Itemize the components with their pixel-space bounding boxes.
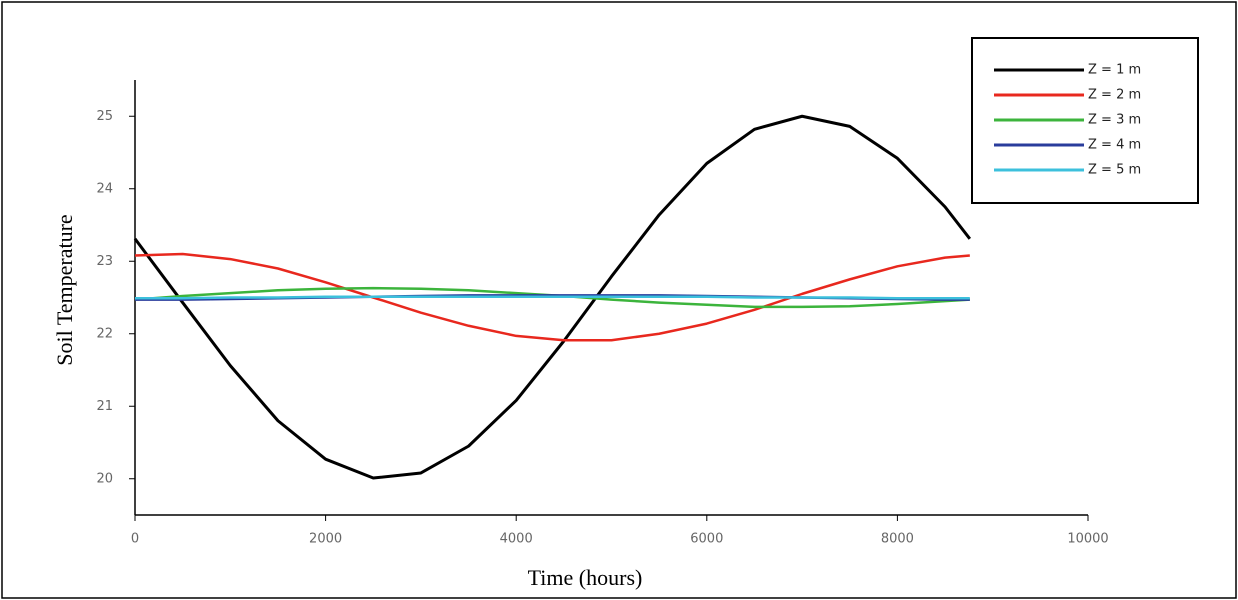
series-line <box>134 252 970 342</box>
x-tick-label: 2000 <box>309 532 342 547</box>
x-tick-label: 10000 <box>1067 532 1108 547</box>
y-axis-label: Soil Temperature <box>52 214 77 365</box>
x-tick-label: 6000 <box>690 532 723 547</box>
legend-label: Z = 1 m <box>1088 63 1141 78</box>
y-tick-label: 22 <box>96 326 113 341</box>
legend-label: Z = 4 m <box>1088 138 1141 153</box>
legend-label: Z = 3 m <box>1088 113 1141 128</box>
y-tick-label: 20 <box>96 471 113 486</box>
x-tick-label: 0 <box>131 532 139 547</box>
legend-label: Z = 2 m <box>1088 88 1141 103</box>
y-tick-label: 25 <box>96 109 113 124</box>
x-axis-label: Time (hours) <box>528 565 643 590</box>
series-line <box>135 295 970 300</box>
y-tick-label: 21 <box>96 399 113 414</box>
legend-label: Z = 5 m <box>1088 163 1141 178</box>
y-tick-label: 23 <box>96 254 113 269</box>
x-tick-label: 8000 <box>881 532 914 547</box>
x-tick-label: 4000 <box>500 532 533 547</box>
y-tick-label: 24 <box>96 181 113 196</box>
